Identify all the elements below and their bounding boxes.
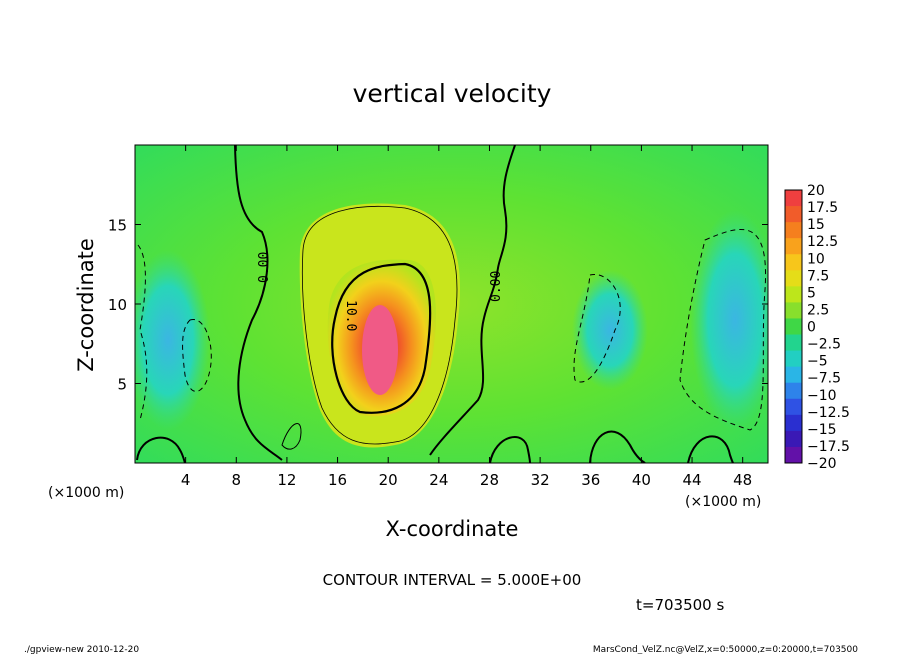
contour-interval-note: CONTOUR INTERVAL = 5.000E+00 — [323, 571, 582, 589]
colorbar-label: −12.5 — [807, 405, 850, 421]
colorbar-swatch — [785, 350, 802, 368]
footer-left: ./gpview-new 2010-12-20 — [24, 645, 139, 654]
colorbar-label: −10 — [807, 388, 837, 404]
colorbar-swatch — [785, 270, 802, 287]
colorbar-swatch — [785, 190, 802, 207]
x-axis: 4 8 12 16 20 24 28 32 36 40 44 48 — [181, 145, 752, 489]
colorbar-frame — [784, 189, 803, 464]
colorbar-swatch — [785, 286, 802, 303]
colorbar-label: 20 — [807, 183, 825, 199]
x-tick-label: 36 — [581, 471, 600, 489]
colorbar-swatch — [785, 254, 802, 271]
colorbar-swatch — [785, 446, 802, 464]
colorbar-swatch — [785, 398, 802, 416]
time-stamp: t=703500 s — [636, 596, 724, 614]
chart-title: vertical velocity — [353, 79, 552, 108]
colorbar-swatch — [785, 366, 802, 384]
colorbar-label: 15 — [807, 217, 825, 233]
x-tick-label: 32 — [531, 471, 550, 489]
colorbar-label: 10 — [807, 251, 825, 267]
x-unit-label-left: (×1000 m) — [48, 485, 124, 501]
y-tick-label: 10 — [108, 296, 127, 314]
cool-region-right — [690, 210, 768, 430]
cool-region-left — [135, 250, 210, 430]
colorbar-label: −17.5 — [807, 439, 850, 455]
colorbar-swatch — [785, 382, 802, 400]
plot-area — [135, 145, 768, 463]
colorbar-swatch — [785, 318, 802, 336]
colorbar-label: −20 — [807, 456, 837, 472]
colorbar-label: −2.5 — [807, 337, 841, 353]
x-unit-label-right: (×1000 m) — [685, 494, 761, 510]
x-tick-label: 12 — [277, 471, 296, 489]
y-axis: 5 10 15 — [108, 217, 768, 394]
colorbar-label: 12.5 — [807, 234, 838, 250]
x-tick-label: 48 — [733, 471, 752, 489]
colorbar-swatch — [785, 206, 802, 223]
colorbar-label: −15 — [807, 422, 837, 438]
x-tick-label: 28 — [480, 471, 499, 489]
colorbar-label: −5 — [807, 354, 828, 370]
colorbar-label: 7.5 — [807, 268, 829, 284]
y-tick-label: 5 — [117, 376, 127, 394]
colorbar-swatch — [785, 430, 802, 448]
colorbar-label: 17.5 — [807, 200, 838, 216]
x-tick-label: 20 — [379, 471, 398, 489]
updraft-max — [362, 305, 398, 395]
contour-label: 10.0 — [343, 300, 358, 331]
colorbar-swatch — [785, 222, 802, 239]
x-tick-label: 16 — [328, 471, 347, 489]
x-tick-label: 44 — [682, 471, 701, 489]
colorbar-label: −7.5 — [807, 371, 841, 387]
x-axis-title: X-coordinate — [386, 517, 519, 541]
colorbar-label: 5 — [807, 285, 816, 301]
contour-labels: 0.00 0.00 10.0 — [257, 252, 504, 332]
x-tick-label: 40 — [632, 471, 651, 489]
colorbar-label: 2.5 — [807, 302, 829, 318]
colorbar-swatch — [785, 302, 802, 319]
colorbar-swatch — [785, 334, 802, 352]
footer-right: MarsCond_VelZ.nc@VelZ,x=0:50000,z=0:2000… — [593, 645, 858, 654]
x-tick-label: 4 — [181, 471, 191, 489]
colorbar-label: 0 — [807, 320, 816, 336]
cool-region-mid — [572, 270, 648, 390]
contour-label: 0.00 — [489, 271, 504, 302]
colorbar-swatch — [785, 414, 802, 432]
contour-label: 0.00 — [257, 252, 272, 283]
x-tick-label: 8 — [232, 471, 242, 489]
y-axis-title: Z-coordinate — [74, 238, 98, 372]
colorbar-swatch — [785, 238, 802, 255]
y-tick-label: 15 — [108, 217, 127, 235]
x-tick-label: 24 — [429, 471, 448, 489]
